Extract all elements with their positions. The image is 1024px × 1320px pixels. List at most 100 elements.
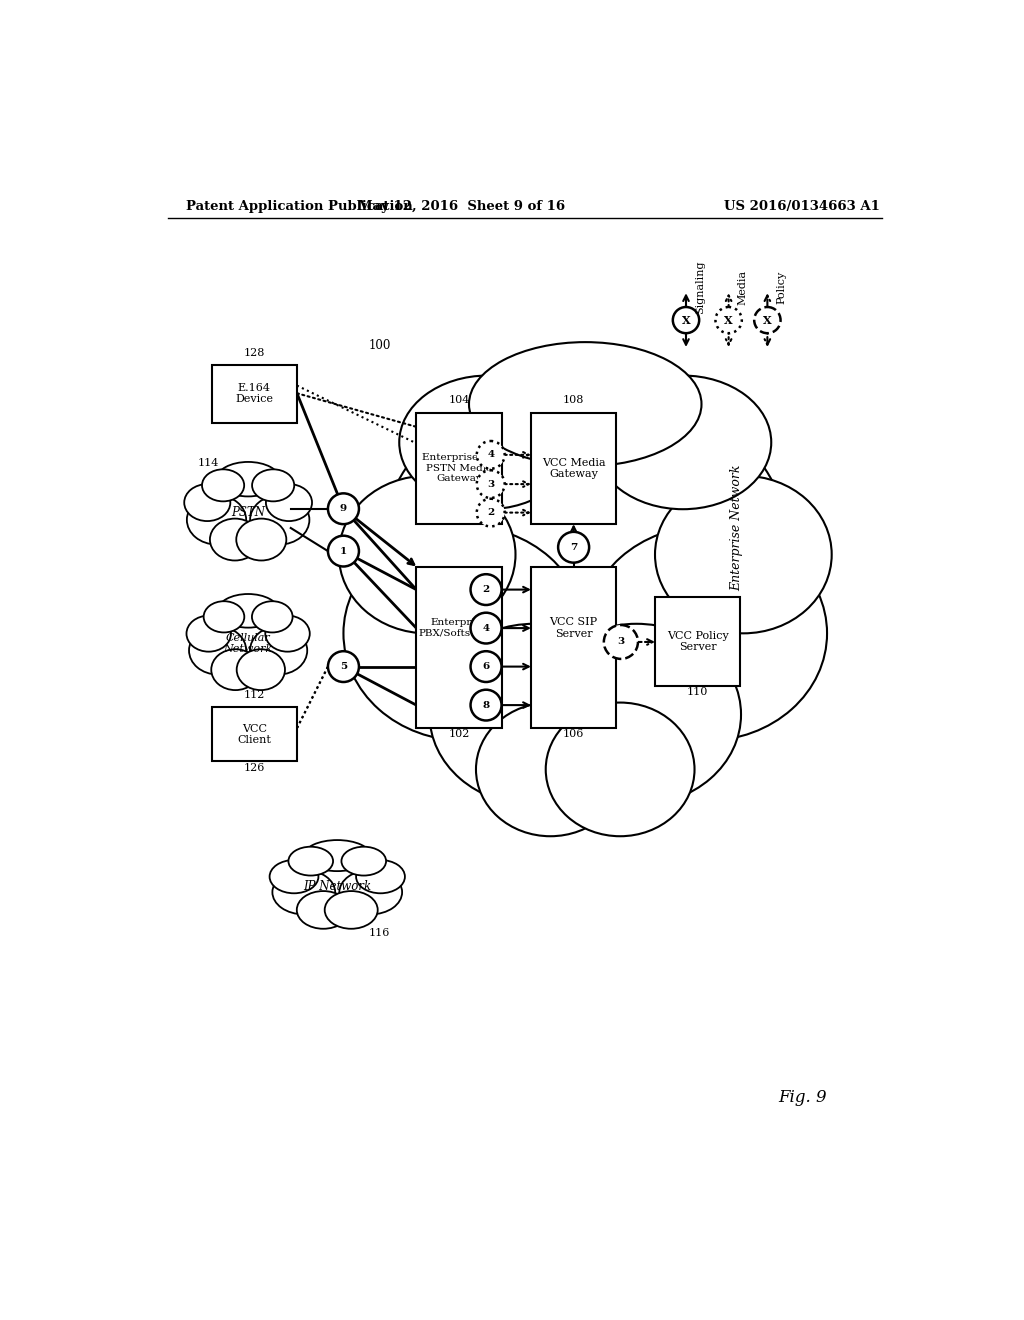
Circle shape <box>755 308 780 333</box>
Text: VCC SIP
Server: VCC SIP Server <box>550 618 598 639</box>
Circle shape <box>716 308 741 333</box>
Text: 9: 9 <box>340 504 347 513</box>
Ellipse shape <box>546 702 694 837</box>
Ellipse shape <box>237 519 287 561</box>
Text: 1: 1 <box>340 546 347 556</box>
Text: 6: 6 <box>482 663 489 671</box>
Ellipse shape <box>376 375 795 758</box>
Text: 2: 2 <box>487 508 495 517</box>
FancyBboxPatch shape <box>417 412 502 524</box>
Ellipse shape <box>339 475 515 634</box>
Text: VCC Policy
Server: VCC Policy Server <box>667 631 728 652</box>
Text: 104: 104 <box>449 395 470 405</box>
Text: 2: 2 <box>482 585 489 594</box>
Ellipse shape <box>186 495 246 544</box>
Ellipse shape <box>204 601 245 632</box>
Ellipse shape <box>186 615 231 652</box>
Ellipse shape <box>655 475 831 634</box>
Ellipse shape <box>595 375 771 510</box>
Text: X: X <box>724 314 733 326</box>
Text: 7: 7 <box>570 543 578 552</box>
Ellipse shape <box>202 475 294 543</box>
Text: E.164
Device: E.164 Device <box>236 383 273 404</box>
Ellipse shape <box>272 870 335 915</box>
Ellipse shape <box>250 495 309 544</box>
Text: 112: 112 <box>244 690 265 700</box>
Ellipse shape <box>399 375 575 510</box>
Text: 3: 3 <box>617 638 625 647</box>
Text: Policy: Policy <box>776 271 786 304</box>
Text: 3: 3 <box>487 479 495 488</box>
Ellipse shape <box>304 840 371 871</box>
Ellipse shape <box>356 861 404 894</box>
Ellipse shape <box>339 870 402 915</box>
Text: Media: Media <box>738 269 748 305</box>
Ellipse shape <box>237 649 285 690</box>
FancyBboxPatch shape <box>655 597 740 686</box>
FancyBboxPatch shape <box>212 708 297 762</box>
Text: X: X <box>763 314 772 326</box>
Ellipse shape <box>204 607 293 673</box>
Circle shape <box>328 536 359 566</box>
Circle shape <box>471 689 502 721</box>
Ellipse shape <box>252 601 293 632</box>
Ellipse shape <box>289 851 386 912</box>
Text: 100: 100 <box>369 339 391 352</box>
Circle shape <box>558 532 589 562</box>
Circle shape <box>471 651 502 682</box>
Ellipse shape <box>250 627 307 675</box>
Text: 114: 114 <box>198 458 219 469</box>
Ellipse shape <box>325 891 378 929</box>
Circle shape <box>477 499 505 527</box>
Ellipse shape <box>265 615 310 652</box>
Ellipse shape <box>189 627 246 675</box>
Circle shape <box>328 494 359 524</box>
FancyBboxPatch shape <box>531 566 616 729</box>
Text: Enterprise IP-
PSTN Media
Gateway: Enterprise IP- PSTN Media Gateway <box>422 454 496 483</box>
Ellipse shape <box>476 702 625 837</box>
FancyBboxPatch shape <box>212 364 297 422</box>
Circle shape <box>604 626 638 659</box>
Text: 5: 5 <box>340 663 347 671</box>
Ellipse shape <box>210 519 260 561</box>
Ellipse shape <box>341 846 386 875</box>
Ellipse shape <box>586 525 827 741</box>
Text: US 2016/0134663 A1: US 2016/0134663 A1 <box>724 199 881 213</box>
Text: Signaling: Signaling <box>695 260 706 314</box>
Text: IP Network: IP Network <box>303 879 372 892</box>
Circle shape <box>477 441 505 469</box>
Ellipse shape <box>429 624 639 805</box>
Ellipse shape <box>343 525 586 741</box>
Text: PSTN: PSTN <box>231 506 265 519</box>
Ellipse shape <box>531 624 741 805</box>
Circle shape <box>471 574 502 605</box>
Text: May 12, 2016  Sheet 9 of 16: May 12, 2016 Sheet 9 of 16 <box>357 199 565 213</box>
Ellipse shape <box>184 484 230 521</box>
Ellipse shape <box>202 470 244 502</box>
Text: 106: 106 <box>563 730 585 739</box>
Text: X: X <box>682 314 690 326</box>
Ellipse shape <box>469 342 701 466</box>
Text: Enterprise Network: Enterprise Network <box>730 465 742 591</box>
Text: VCC
Client: VCC Client <box>238 723 271 746</box>
Text: 4: 4 <box>487 450 495 459</box>
Ellipse shape <box>211 649 259 690</box>
Ellipse shape <box>289 846 333 875</box>
Text: Patent Application Publication: Patent Application Publication <box>186 199 413 213</box>
Text: 116: 116 <box>369 928 389 939</box>
Text: 108: 108 <box>563 395 585 405</box>
FancyBboxPatch shape <box>417 566 502 729</box>
Text: 126: 126 <box>244 763 265 772</box>
Ellipse shape <box>252 470 294 502</box>
Ellipse shape <box>216 462 280 496</box>
Text: Enterprise
PBX/Softswitch: Enterprise PBX/Softswitch <box>419 618 500 638</box>
Circle shape <box>673 308 699 333</box>
Text: 8: 8 <box>482 701 489 710</box>
Ellipse shape <box>266 484 312 521</box>
Text: Fig. 9: Fig. 9 <box>778 1089 826 1106</box>
Text: 102: 102 <box>449 730 470 739</box>
Ellipse shape <box>269 861 318 894</box>
Circle shape <box>477 470 505 498</box>
Circle shape <box>471 612 502 644</box>
Circle shape <box>328 651 359 682</box>
